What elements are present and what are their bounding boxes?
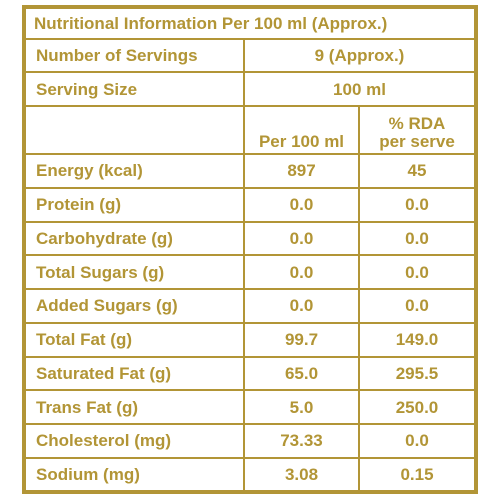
- table-row: Total Sugars (g) 0.0 0.0: [26, 254, 474, 290]
- nutrient-label: Carbohydrate (g): [26, 220, 245, 257]
- per-100ml-value: 0.0: [243, 288, 360, 324]
- rda-value: 0.0: [358, 288, 474, 324]
- table-row: Saturated Fat (g) 65.0 295.5: [26, 355, 474, 392]
- header-rda-line2: per serve: [379, 132, 455, 151]
- nutrition-facts-panel: Nutritional Information Per 100 ml (Appr…: [22, 5, 478, 494]
- table-row: Sodium (mg) 3.08 0.15: [26, 456, 474, 490]
- per-100ml-value: 3.08: [243, 456, 360, 490]
- nutrient-label: Cholesterol (mg): [26, 423, 245, 459]
- rda-value: 0.0: [358, 186, 474, 223]
- servings-label: Number of Servings: [26, 38, 245, 73]
- per-100ml-value: 73.33: [243, 423, 360, 459]
- table-title: Nutritional Information Per 100 ml (Appr…: [26, 9, 474, 40]
- servings-value: 9 (Approx.): [243, 38, 474, 73]
- table-row: Carbohydrate (g) 0.0 0.0: [26, 220, 474, 257]
- nutrient-label: Saturated Fat (g): [26, 355, 245, 392]
- nutrient-label: Trans Fat (g): [26, 389, 245, 425]
- nutrient-label: Total Fat (g): [26, 321, 245, 358]
- table-row: Total Fat (g) 99.7 149.0: [26, 321, 474, 358]
- title-row: Nutritional Information Per 100 ml (Appr…: [26, 9, 474, 40]
- table-row: Added Sugars (g) 0.0 0.0: [26, 288, 474, 324]
- rda-value: 149.0: [358, 321, 474, 358]
- rda-value: 45: [358, 153, 474, 189]
- per-100ml-value: 5.0: [243, 389, 360, 425]
- table-row: Cholesterol (mg) 73.33 0.0: [26, 423, 474, 459]
- nutrition-table: Nutritional Information Per 100 ml (Appr…: [26, 9, 474, 490]
- header-rda: % RDA per serve: [358, 105, 474, 155]
- per-100ml-value: 0.0: [243, 186, 360, 223]
- nutrient-label: Added Sugars (g): [26, 288, 245, 324]
- nutrient-label: Protein (g): [26, 186, 245, 223]
- serving-size-row: Serving Size 100 ml: [26, 71, 474, 107]
- per-100ml-value: 897: [243, 153, 360, 189]
- nutrient-label: Total Sugars (g): [26, 254, 245, 290]
- header-blank-cell: [26, 105, 245, 155]
- rda-value: 0.0: [358, 423, 474, 459]
- per-100ml-value: 0.0: [243, 220, 360, 257]
- header-rda-line1: % RDA: [388, 114, 446, 133]
- servings-row: Number of Servings 9 (Approx.): [26, 38, 474, 73]
- rda-value: 0.0: [358, 220, 474, 257]
- per-100ml-value: 0.0: [243, 254, 360, 290]
- rda-value: 0.15: [358, 456, 474, 490]
- per-100ml-value: 65.0: [243, 355, 360, 392]
- table-row: Trans Fat (g) 5.0 250.0: [26, 389, 474, 425]
- rda-value: 0.0: [358, 254, 474, 290]
- rda-value: 295.5: [358, 355, 474, 392]
- per-100ml-value: 99.7: [243, 321, 360, 358]
- column-header-row: Per 100 ml % RDA per serve: [26, 105, 474, 155]
- table-row: Energy (kcal) 897 45: [26, 153, 474, 189]
- nutrient-label: Energy (kcal): [26, 153, 245, 189]
- table-row: Protein (g) 0.0 0.0: [26, 186, 474, 223]
- serving-size-value: 100 ml: [243, 71, 474, 107]
- serving-size-label: Serving Size: [26, 71, 245, 107]
- header-per-100ml: Per 100 ml: [243, 105, 360, 155]
- nutrient-label: Sodium (mg): [26, 456, 245, 490]
- rda-value: 250.0: [358, 389, 474, 425]
